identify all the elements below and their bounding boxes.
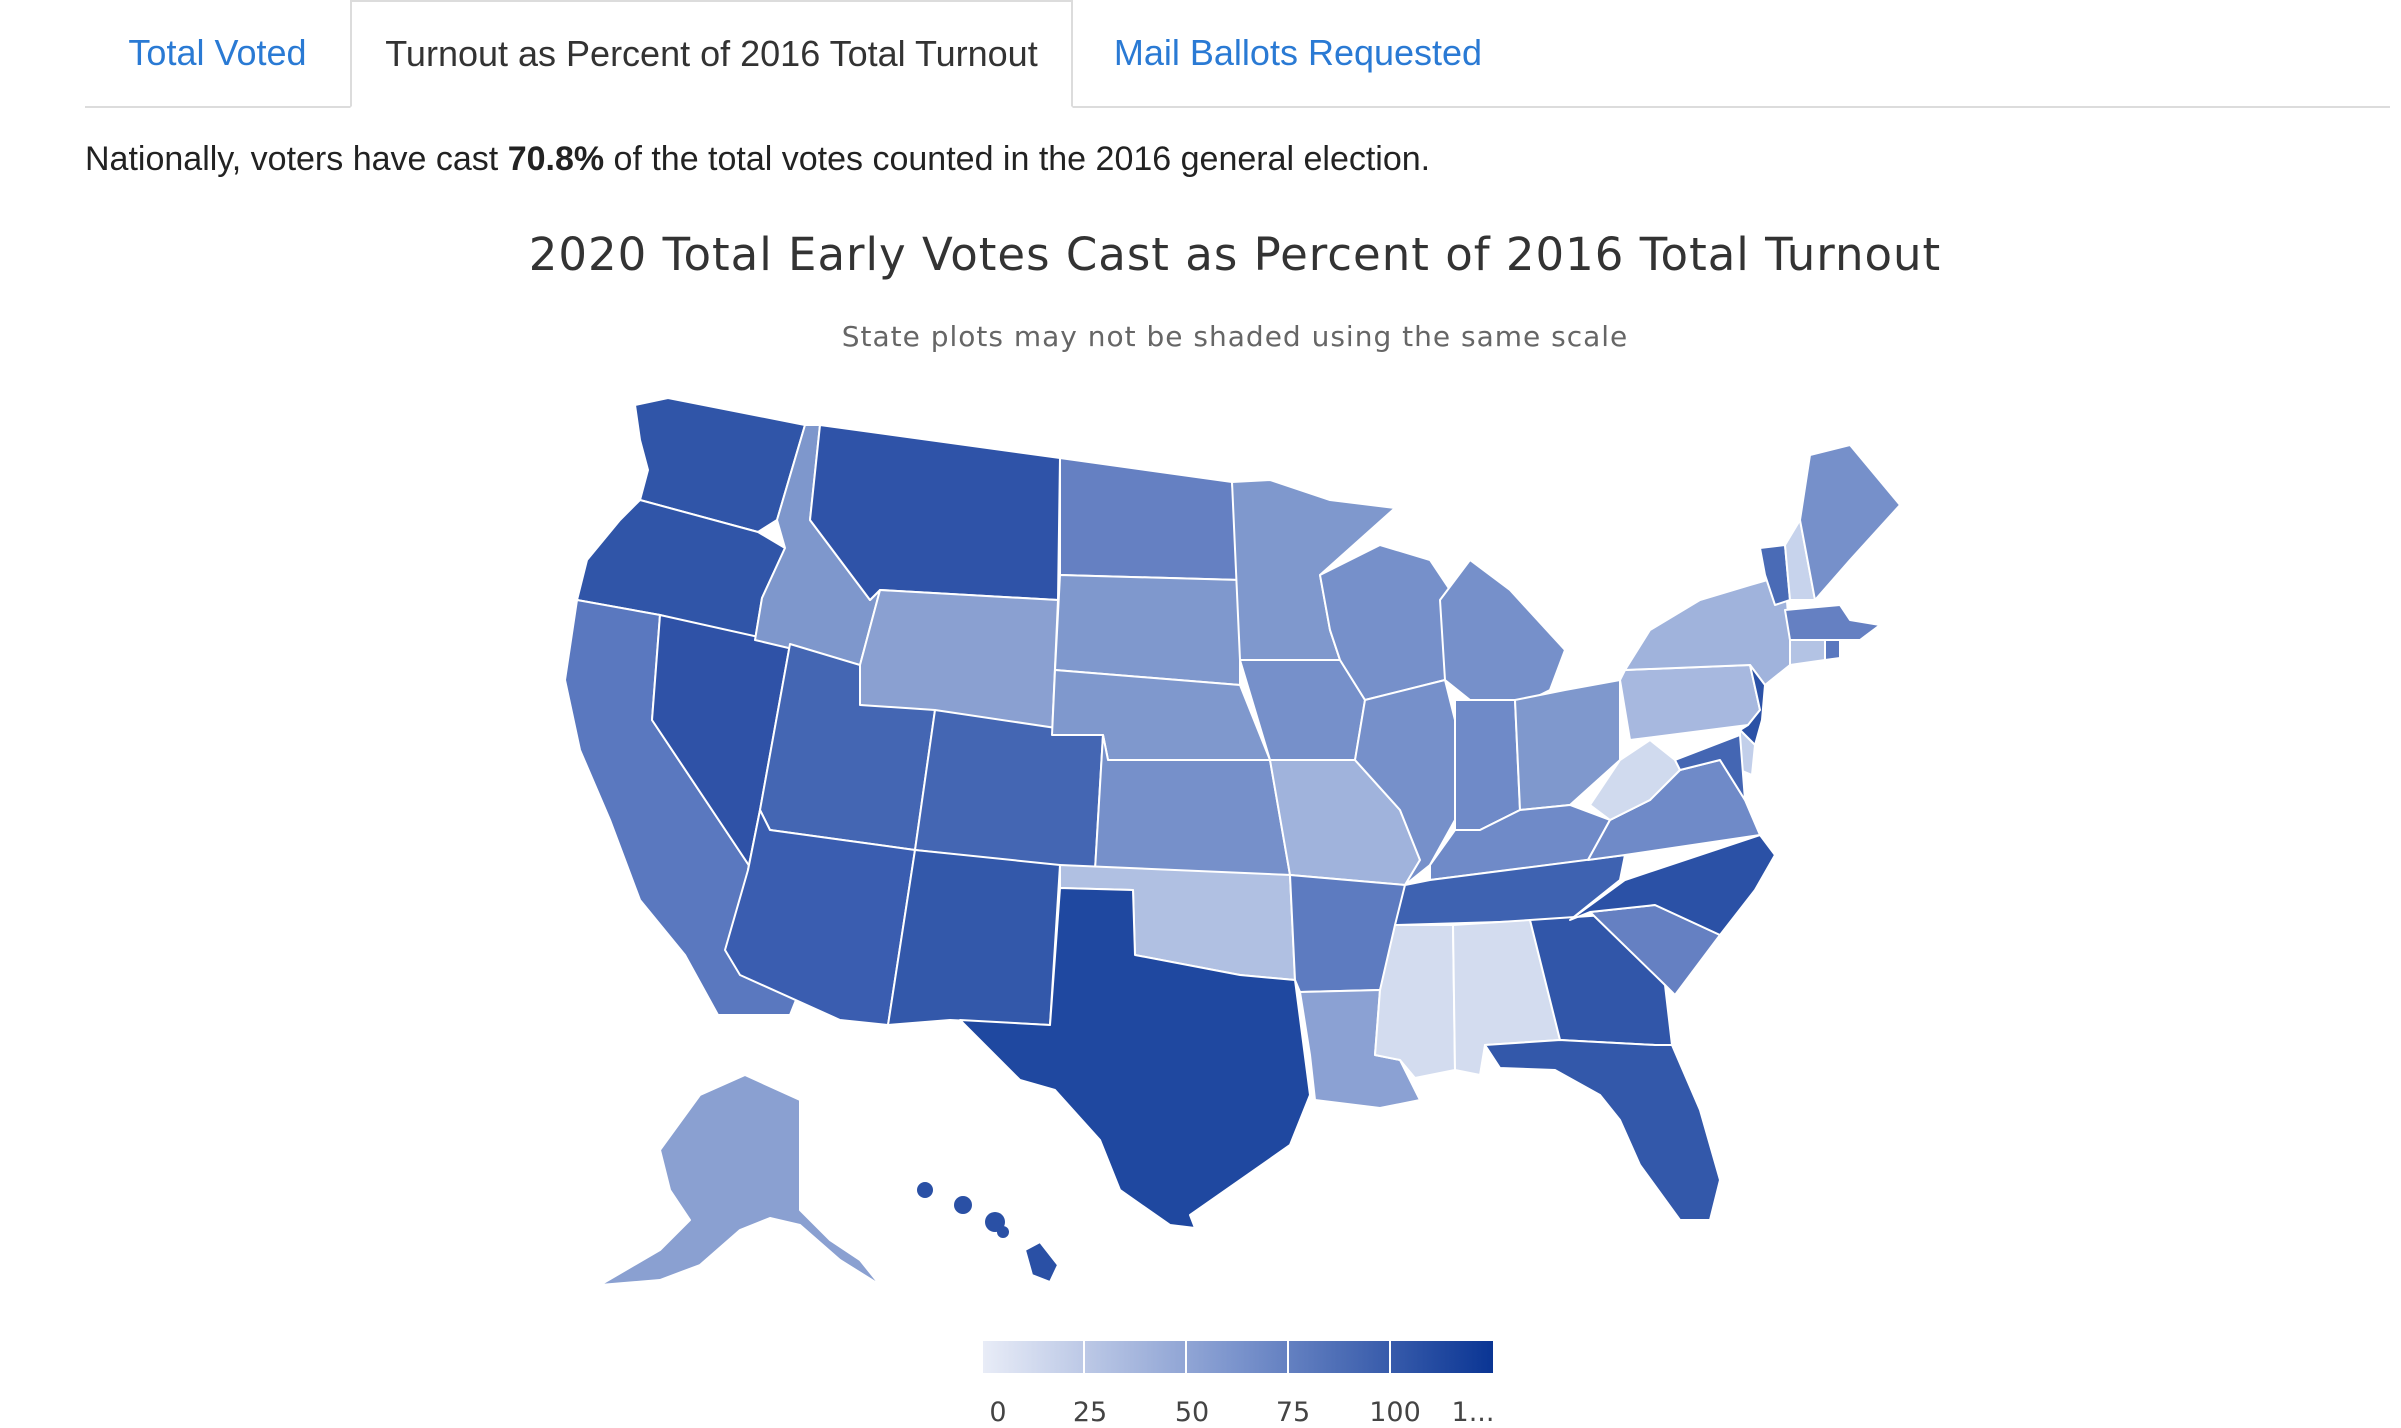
state-ri[interactable] (1824, 639, 1841, 661)
state-vt[interactable] (1759, 544, 1791, 606)
state-hi[interactable] (1024, 1241, 1059, 1283)
state-fl[interactable] (1484, 1039, 1721, 1221)
state-sd[interactable] (1054, 574, 1241, 686)
national-summary: Nationally, voters have cast 70.8% of th… (85, 140, 1430, 179)
color-legend: 0 25 50 75 100 1... (983, 1341, 1494, 1428)
state-hi-island[interactable] (954, 1196, 972, 1214)
summary-prefix: Nationally, voters have cast (85, 140, 499, 178)
state-hi-island[interactable] (997, 1226, 1009, 1238)
state-mi[interactable] (1439, 559, 1566, 706)
state-wv[interactable] (1589, 739, 1681, 821)
legend-tick-label: 50 (1174, 1397, 1210, 1428)
state-il[interactable] (1354, 679, 1456, 886)
legend-tick-label: 0 (989, 1397, 1007, 1428)
state-pa[interactable] (1619, 664, 1761, 741)
state-nm[interactable] (887, 849, 1061, 1026)
legend-divider (1389, 1341, 1391, 1373)
map-title: 2020 Total Early Votes Cast as Percent o… (528, 228, 1942, 281)
tab-turnout-percent[interactable]: Turnout as Percent of 2016 Total Turnout (350, 0, 1073, 108)
state-in[interactable] (1454, 699, 1521, 831)
state-hi-island[interactable] (917, 1182, 933, 1198)
state-tx[interactable] (959, 887, 1311, 1229)
states-layer (564, 397, 1901, 1286)
legend-gradient-bar (983, 1341, 1493, 1373)
tab-total-voted[interactable]: Total Voted (128, 32, 307, 73)
state-nc[interactable] (1569, 834, 1776, 936)
tab-mail-ballots-requested[interactable]: Mail Ballots Requested (1113, 32, 1483, 73)
legend-tick-label: 100 (1369, 1397, 1421, 1428)
legend-tick-label: 1... (1451, 1397, 1495, 1428)
map-subtitle: State plots may not be shaded using the … (841, 320, 1629, 353)
state-nd[interactable] (1059, 457, 1241, 581)
state-ak[interactable] (599, 1074, 881, 1286)
tab-bar: Total Voted Turnout as Percent of 2016 T… (85, 0, 2390, 108)
legend-tick-label: 75 (1275, 1397, 1311, 1428)
legend-divider (1287, 1341, 1289, 1373)
legend-tick-label: 25 (1072, 1397, 1108, 1428)
summary-suffix: of the total votes counted in the 2016 g… (613, 140, 1431, 178)
state-me[interactable] (1799, 444, 1901, 601)
state-ma[interactable] (1784, 604, 1881, 641)
summary-value: 70.8% (507, 140, 605, 178)
state-ct[interactable] (1789, 639, 1826, 666)
legend-divider (1185, 1341, 1187, 1373)
state-md[interactable] (1674, 734, 1746, 801)
legend-divider (1083, 1341, 1085, 1373)
